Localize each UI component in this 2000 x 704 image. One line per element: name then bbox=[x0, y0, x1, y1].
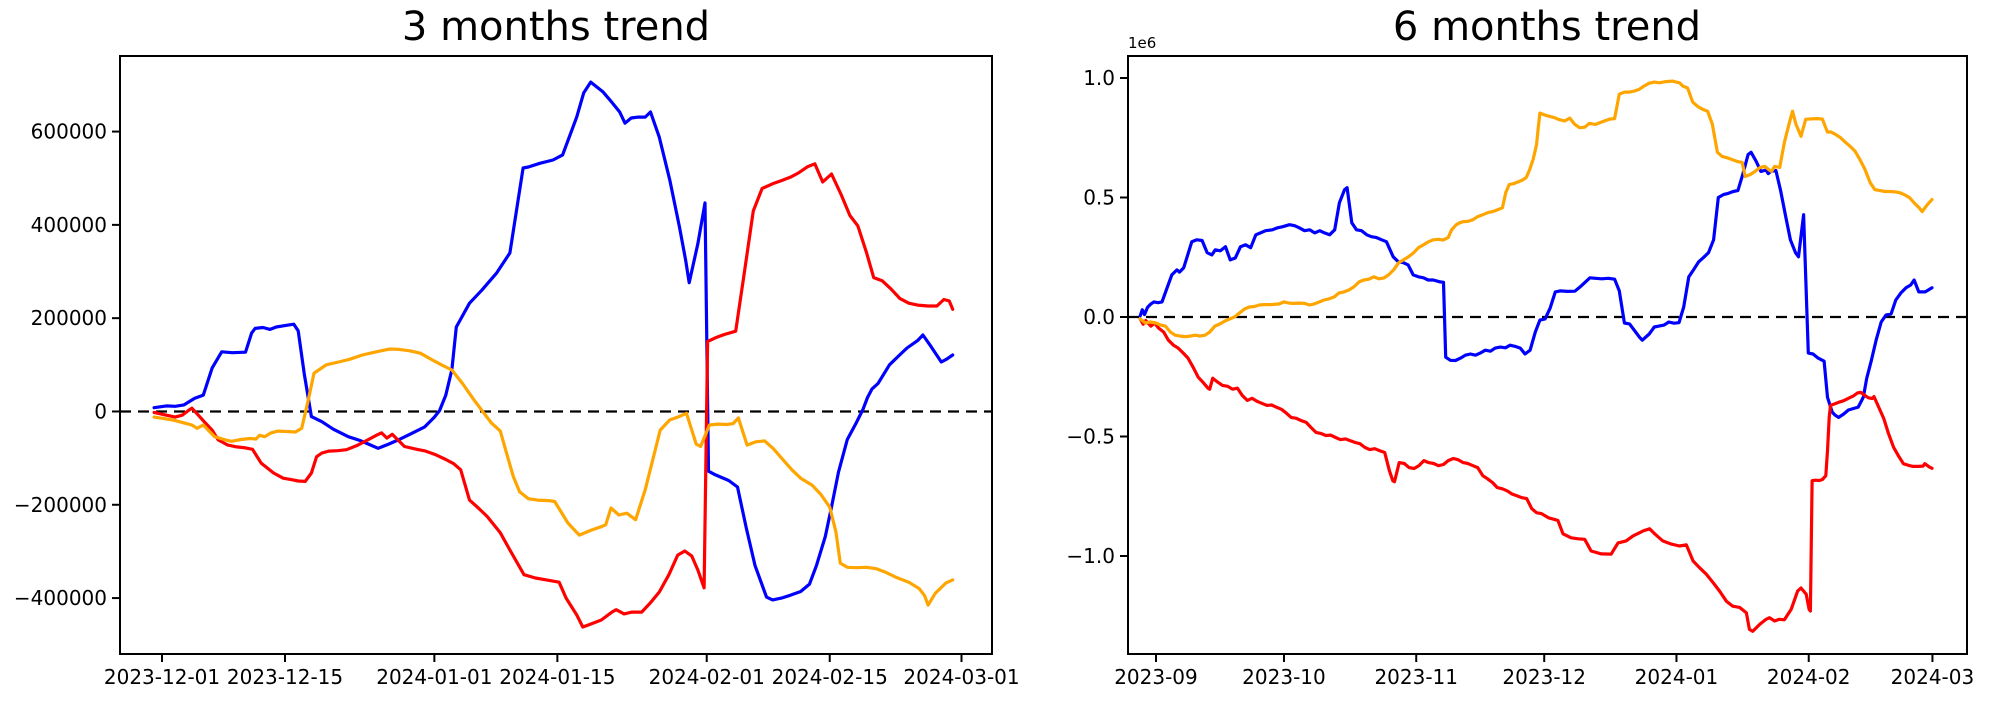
y-tick-label: −0.5 bbox=[1066, 425, 1115, 449]
y-tick-label: 400000 bbox=[31, 213, 107, 237]
y-tick-label: 600000 bbox=[31, 120, 107, 144]
left-chart-title: 3 months trend bbox=[402, 4, 710, 50]
y-tick-label: −200000 bbox=[14, 493, 107, 517]
y-tick-label: 0 bbox=[94, 399, 107, 423]
x-tick-label: 2024-03-01 bbox=[903, 665, 1019, 689]
x-tick-label: 2024-02-15 bbox=[772, 665, 888, 689]
right-chart: 2023-09 2023-10 2023-11 2023-12 2024-01 2024-… bbox=[1066, 55, 1975, 689]
plot-border bbox=[119, 55, 993, 655]
y-axis-offset-label: 1e6 bbox=[1128, 34, 1156, 52]
y-tick-label: −400000 bbox=[14, 586, 107, 610]
y-tick-label: 0.0 bbox=[1083, 305, 1115, 329]
series-orange-line bbox=[1138, 79, 1934, 339]
x-tick-label: 2024-01 bbox=[1635, 665, 1719, 689]
y-tick-label: −1.0 bbox=[1066, 544, 1115, 568]
x-tick-label: 2023-09 bbox=[1114, 665, 1198, 689]
x-tick-label: 2023-10 bbox=[1242, 665, 1326, 689]
y-tick-label: 0.5 bbox=[1083, 185, 1115, 209]
x-tick-label: 2023-11 bbox=[1374, 665, 1458, 689]
x-tick-label: 2024-02-01 bbox=[649, 665, 765, 689]
x-tick-label: 2023-12 bbox=[1502, 665, 1586, 689]
series-orange-line bbox=[152, 347, 955, 607]
x-tick-label: 2024-02 bbox=[1767, 665, 1851, 689]
x-tick-label: 2023-12-01 bbox=[104, 665, 220, 689]
left-chart: 2023-12-01 2023-12-15 2024-01-01 2024-01-15… bbox=[14, 55, 1020, 689]
y-tick-label: 200000 bbox=[31, 306, 107, 330]
plot-border bbox=[1127, 55, 1968, 655]
x-tick-label: 2024-01-01 bbox=[376, 665, 492, 689]
x-tick-label: 2024-03 bbox=[1891, 665, 1975, 689]
x-tick-label: 2024-01-15 bbox=[499, 665, 615, 689]
series-blue-line bbox=[1138, 150, 1934, 419]
x-tick-label: 2023-12-15 bbox=[227, 665, 343, 689]
series-red-line bbox=[152, 162, 955, 629]
series-blue-line bbox=[152, 80, 955, 602]
right-chart-title: 6 months trend bbox=[1393, 4, 1701, 50]
series-red-line bbox=[1138, 317, 1934, 633]
y-tick-label: 1.0 bbox=[1083, 66, 1115, 90]
